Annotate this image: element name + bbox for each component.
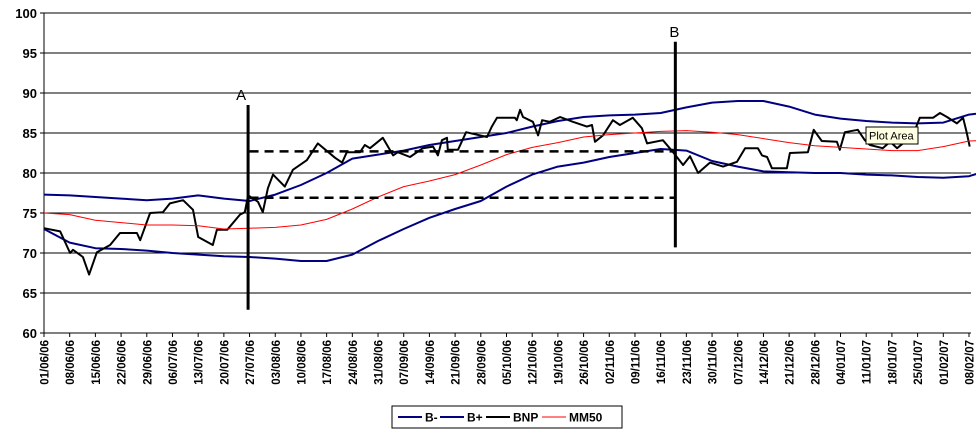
series-lines [43,100,976,276]
marker-label-b: B [669,24,679,41]
x-tick-label: 12/10/06 [528,340,540,385]
x-tick-label: 05/10/06 [502,340,514,385]
x-tick-label: 07/12/06 [733,340,745,385]
x-tick-label: 08/02/07 [965,340,976,385]
x-tick-label: 14/09/06 [425,340,437,385]
y-tick-label: 60 [23,326,37,341]
y-axis: 60 65 70 75 80 85 90 95 100 [15,6,45,341]
x-tick-label: 01/06/06 [40,340,52,385]
y-tick-label: 85 [23,126,37,141]
x-tick-label: 16/11/06 [656,340,668,384]
legend-label: MM50 [569,411,603,425]
x-tick-label: 10/08/06 [296,340,308,385]
x-tick-label: 01/02/07 [939,340,951,385]
annotations: AB [236,24,679,310]
x-tick-label: 19/10/06 [553,340,565,385]
y-tick-label: 90 [23,86,37,101]
y-tick-label: 65 [23,286,37,301]
series-line-bplus [43,100,976,202]
x-tick-label: 11/01/07 [862,340,874,384]
x-tick-label: 30/11/06 [708,340,720,384]
x-tick-label: 03/08/06 [271,340,283,385]
y-tick-label: 100 [15,6,37,21]
tooltip-text: Plot Area [869,131,915,143]
x-tick-label: 17/08/06 [322,340,334,385]
legend-label: B- [425,411,438,425]
y-tick-label: 95 [23,46,37,61]
series-line-bminus [43,148,976,262]
x-tick-label: 21/12/06 [785,340,797,385]
gridlines [44,12,971,294]
y-tick-label: 80 [23,166,37,181]
x-tick-label: 04/01/07 [836,340,848,385]
x-tick-label: 07/09/06 [399,340,411,385]
y-tick-label: 75 [23,206,37,221]
x-tick-label: 23/11/06 [682,340,694,384]
series-line-mm50 [43,130,976,230]
x-tick-label: 28/09/06 [476,340,488,385]
tooltip: Plot Area [865,126,919,145]
x-tick-label: 27/07/06 [245,340,257,385]
x-tick-label: 20/07/06 [219,340,231,385]
x-tick-label: 21/09/06 [451,340,463,385]
x-tick-label: 15/06/06 [91,340,103,385]
x-tick-label: 25/01/07 [913,340,925,385]
x-tick-label: 13/07/06 [194,340,206,385]
x-tick-label: 14/12/06 [759,340,771,385]
x-tick-label: 09/11/06 [630,340,642,384]
x-tick-label: 08/06/06 [65,340,77,385]
x-tick-label: 02/11/06 [605,340,617,384]
x-tick-label: 28/12/06 [810,340,822,385]
x-tick-label: 29/06/06 [142,340,154,385]
legend-label: BNP [513,411,538,425]
x-tick-label: 31/08/06 [374,340,386,385]
legend-label: B+ [467,411,483,425]
x-tick-label: 06/07/06 [168,340,180,385]
legend[interactable]: B- B+ BNP MM50 [391,405,623,429]
x-tick-label: 18/01/07 [887,340,899,385]
x-tick-label: 24/08/06 [348,340,360,385]
x-tick-label: 22/06/06 [117,340,129,385]
marker-label-a: A [236,87,246,104]
y-tick-label: 70 [23,246,37,261]
x-tick-label: 26/10/06 [579,340,591,385]
series-line-bnp [43,108,971,276]
x-axis: 01/06/06 08/06/06 15/06/06 22/06/06 29/06/06… [40,332,976,385]
